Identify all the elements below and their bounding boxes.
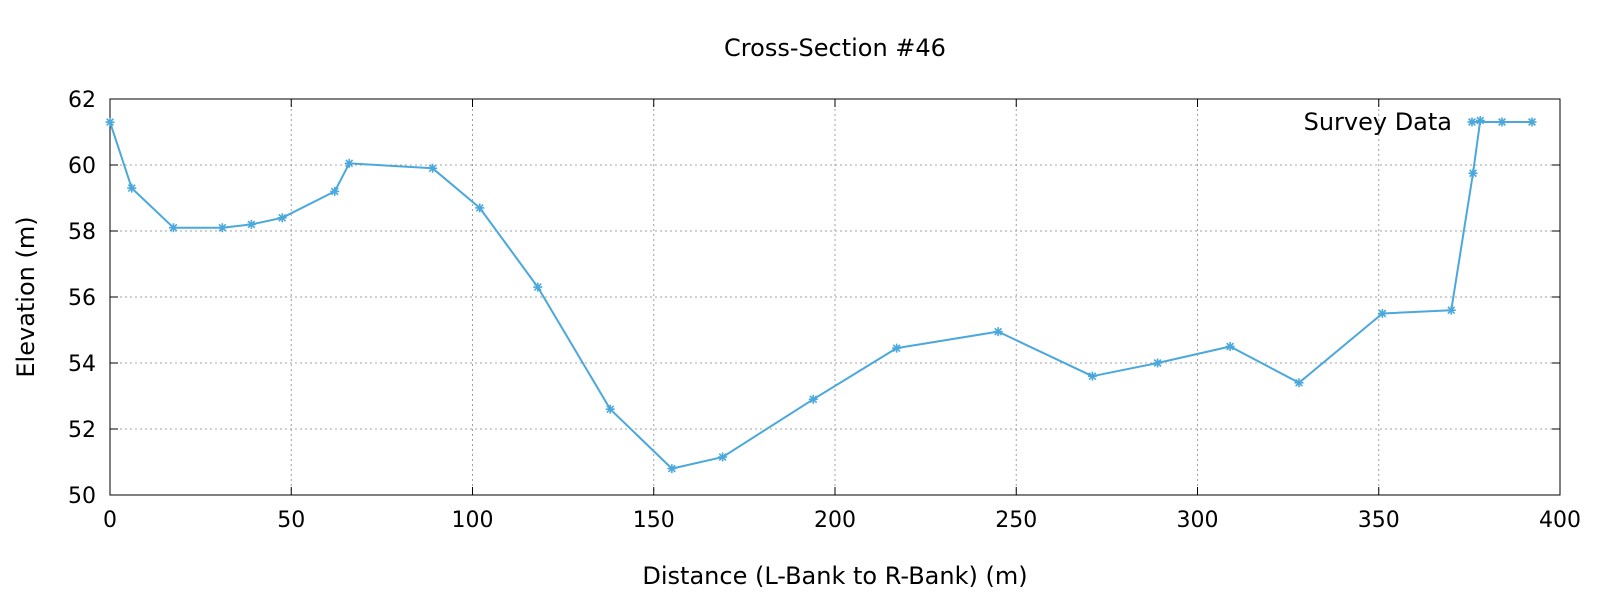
legend-marker [1467,117,1477,127]
data-point [605,404,615,414]
data-point [246,219,256,229]
x-tick-label: 50 [277,508,305,533]
y-tick-label: 58 [68,220,96,245]
x-axis-label: Distance (L-Bank to R-Bank) (m) [642,562,1027,590]
data-point [808,394,818,404]
data-point [277,213,287,223]
x-tick-label: 400 [1539,508,1581,533]
legend-marker [1527,117,1537,127]
data-point [1294,378,1304,388]
data-point [344,158,354,168]
data-point [1153,358,1163,368]
data-point [892,343,902,353]
data-point [127,183,137,193]
x-tick-label: 350 [1358,508,1400,533]
data-point [667,464,677,474]
y-tick-label: 62 [68,88,96,113]
data-point [1475,115,1485,125]
y-tick-label: 60 [68,154,96,179]
y-tick-label: 50 [68,484,96,509]
y-tick-label: 52 [68,418,96,443]
data-point [993,327,1003,337]
x-tick-label: 150 [633,508,675,533]
data-point [1087,371,1097,381]
legend-label-survey-data: Survey Data [1304,108,1452,136]
data-point [1225,342,1235,351]
data-point [168,223,178,233]
y-tick-label: 54 [68,352,96,377]
chart-title: Cross-Section #46 [724,34,946,62]
tick-labels: 0 50 100 150 200 250 300 350 400 50 52 54 56 58 60 62 [68,88,1581,533]
axis-ticks [109,98,1561,496]
x-tick-label: 100 [452,508,494,533]
legend: Survey Data [1304,108,1537,136]
series-layer [105,115,1485,474]
legend-marker [1497,117,1507,127]
x-tick-label: 0 [103,508,117,533]
y-axis-label: Elevation (m) [12,216,40,377]
data-point [475,203,485,213]
data-point [1446,305,1456,315]
data-point [1468,168,1478,178]
data-point [1377,309,1387,318]
data-point [718,452,728,462]
y-tick-label: 56 [68,286,96,311]
data-point [105,117,115,127]
data-point [533,282,543,292]
grid [110,99,1560,495]
x-tick-label: 300 [1177,508,1219,533]
x-tick-label: 250 [995,508,1037,533]
x-tick-label: 200 [814,508,856,533]
data-point [330,186,340,196]
data-point [217,223,227,233]
data-point [428,163,438,173]
